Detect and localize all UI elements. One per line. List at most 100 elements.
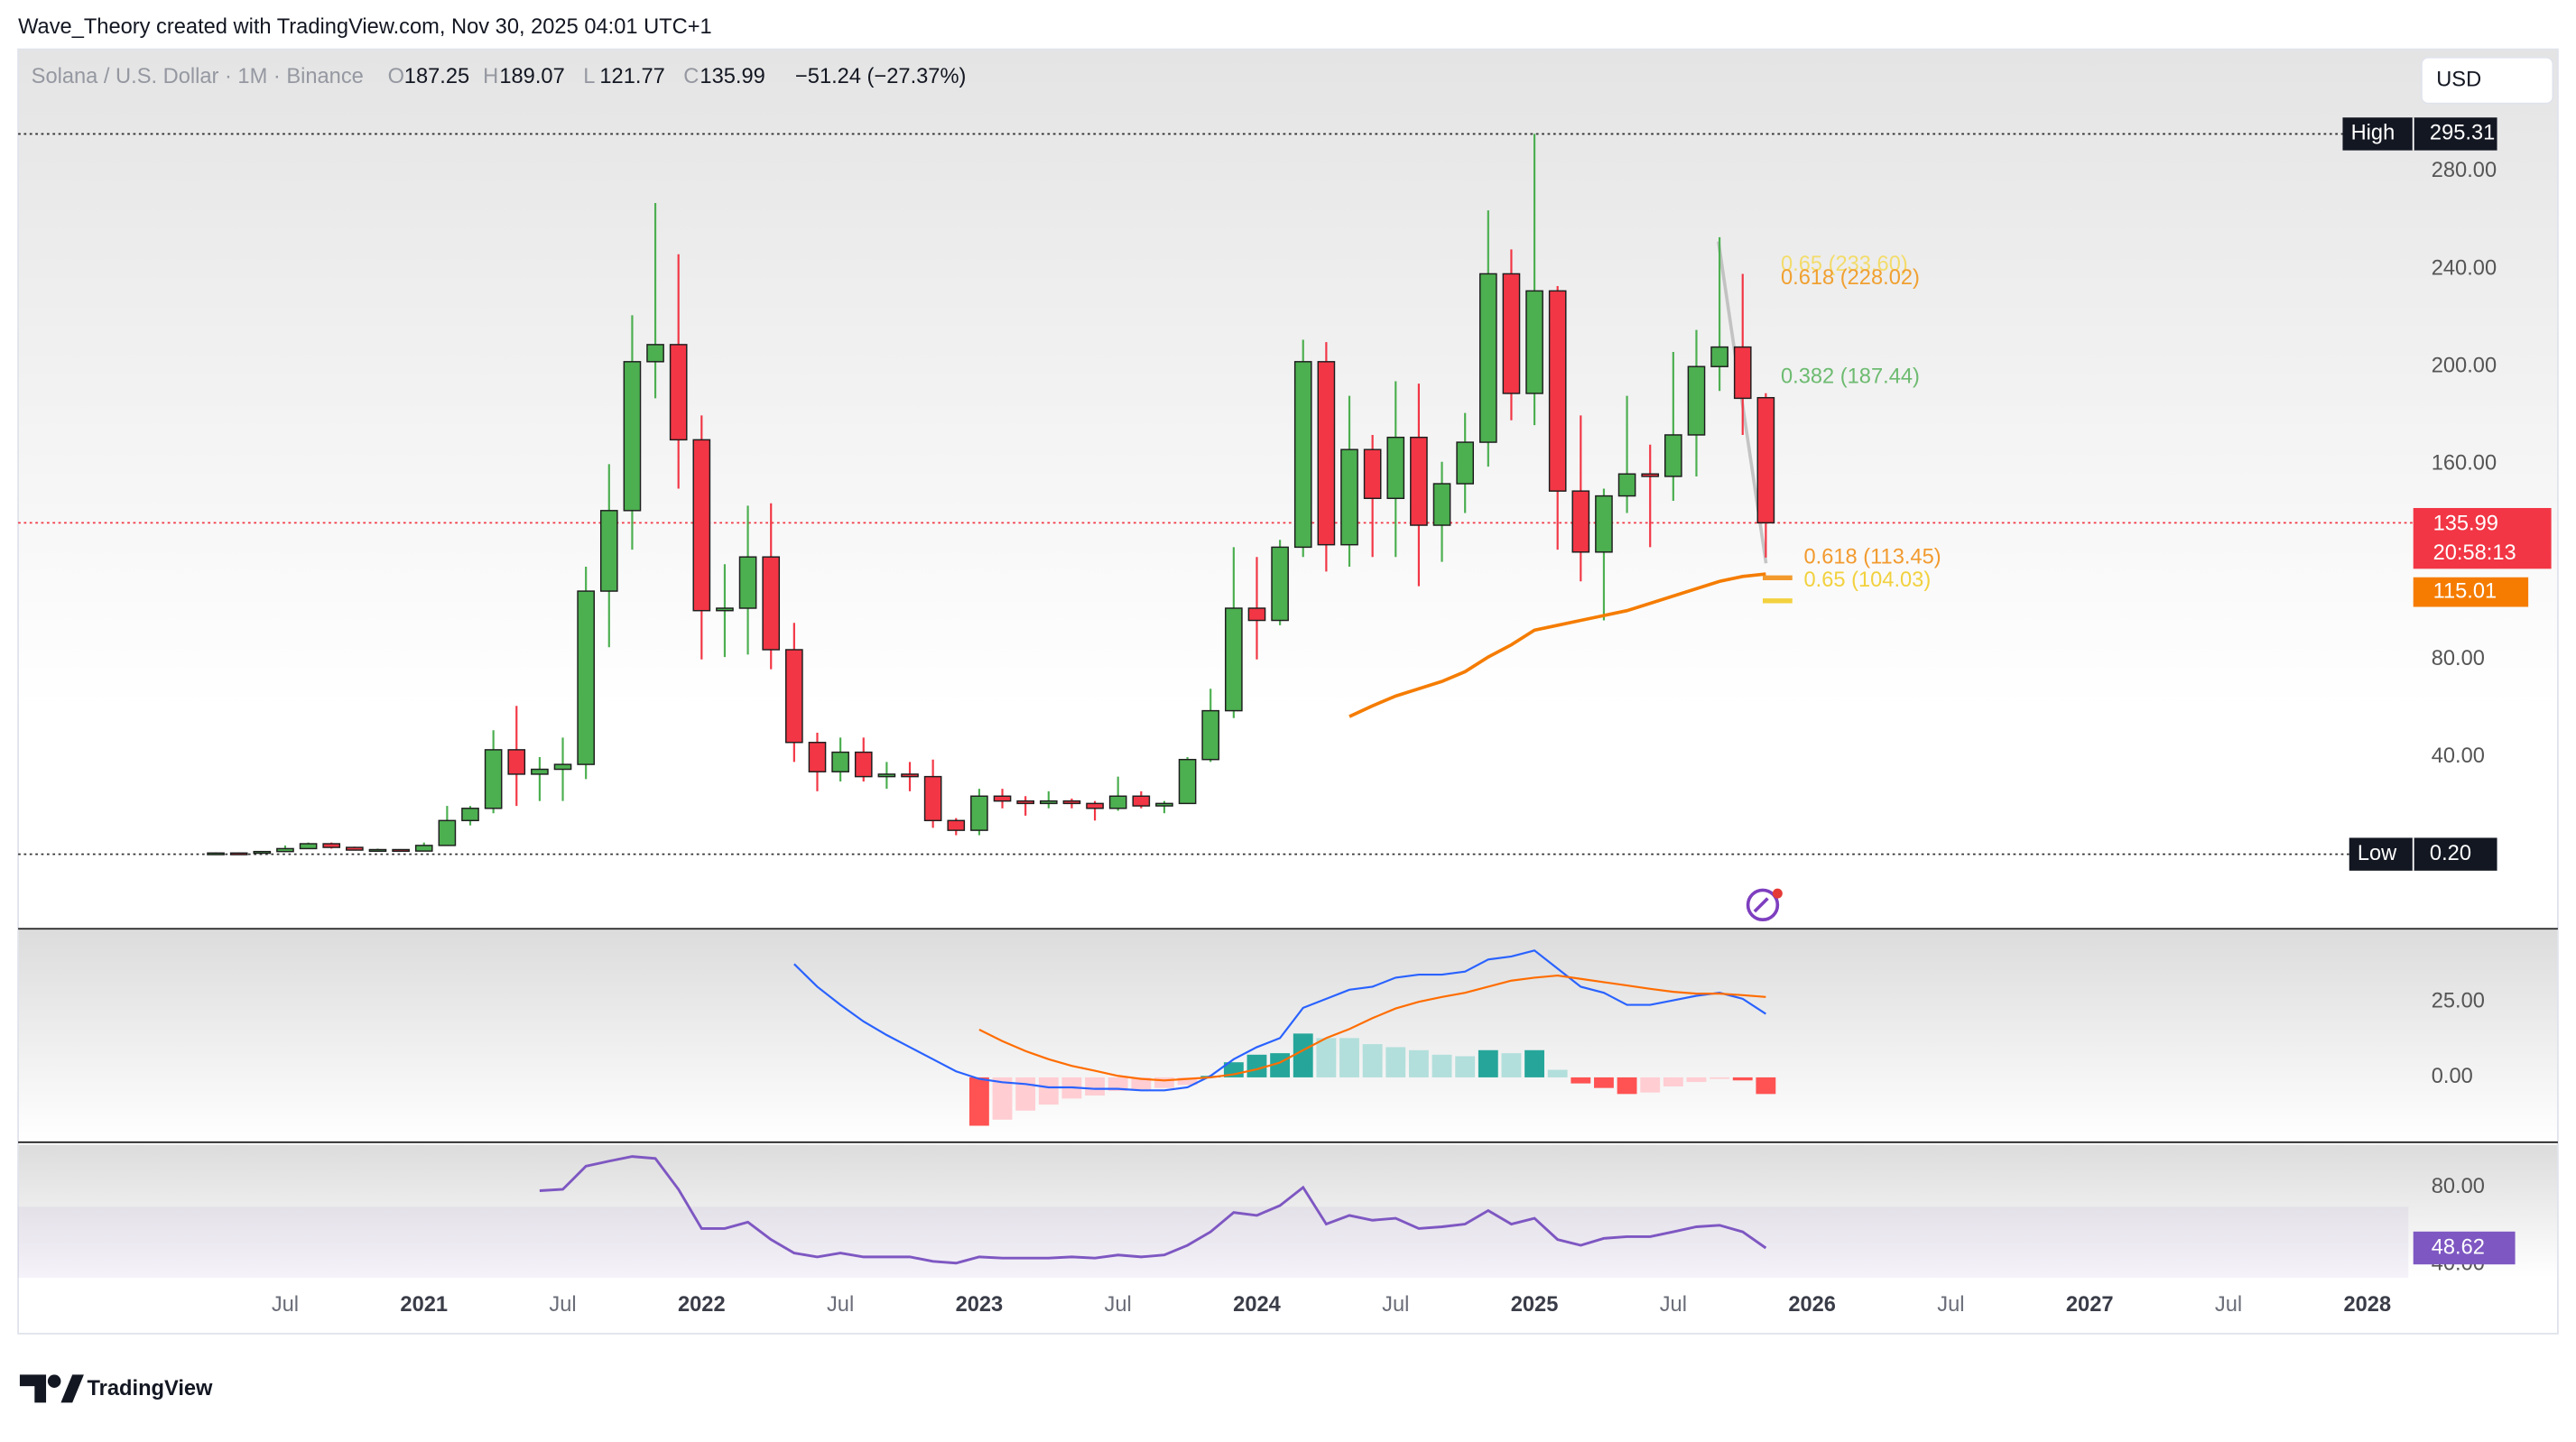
rsi-band: [18, 1206, 2409, 1278]
macd-histogram-bar: [1154, 1077, 1174, 1088]
price-tick-label: 200.00: [2432, 354, 2497, 377]
fib-label: 0.65 (104.03): [1803, 568, 1931, 592]
x-tick-label: Jul: [1382, 1293, 1409, 1317]
candle-body: [1155, 802, 1173, 807]
x-tick-label: 2025: [1511, 1293, 1559, 1317]
macd-histogram-bar: [1455, 1056, 1476, 1077]
ohlc-value: 187.25: [404, 65, 469, 88]
change: −51.24 (−27.37%): [795, 65, 966, 88]
ohlc-label: L: [583, 65, 595, 88]
candle-body: [1247, 607, 1266, 622]
low-name: Low: [2358, 842, 2397, 865]
candle-body: [1548, 290, 1567, 492]
x-tick-label: 2022: [678, 1293, 726, 1317]
candle-body: [669, 344, 688, 441]
ohlc-label: C: [683, 65, 699, 88]
candle-body: [692, 439, 711, 612]
credit: Wave_Theory created with TradingView.com…: [18, 15, 712, 39]
x-tick-label: 2021: [400, 1293, 448, 1317]
macd-histogram-bar: [1015, 1077, 1036, 1111]
high-name: High: [2351, 122, 2395, 145]
x-tick-label: Jul: [1937, 1293, 1964, 1317]
fib-label: 0.65 (233.60): [1781, 253, 1908, 276]
rsi-tick-label: 80.00: [2432, 1175, 2485, 1198]
macd-line: [793, 949, 1766, 1092]
macd-histogram-bar: [992, 1077, 1013, 1120]
candle-body: [1363, 448, 1382, 500]
macd-histogram-bar: [1177, 1077, 1198, 1086]
candle-body: [1478, 273, 1497, 443]
ohlc-value: 189.07: [499, 65, 564, 88]
candle-body: [1039, 800, 1058, 805]
price-tick-label: 160.00: [2432, 452, 2497, 476]
macd-histogram-bar: [968, 1077, 989, 1126]
x-tick-label: Jul: [827, 1293, 854, 1317]
candle-body: [229, 852, 248, 855]
candle-body: [577, 590, 595, 765]
fib-label: 0.618 (113.45): [1803, 546, 1941, 569]
candle-body: [1664, 434, 1682, 477]
fib-label: 0.618 (228.02): [1781, 266, 1920, 290]
macd-histogram-bar: [1432, 1054, 1452, 1077]
moving-average: [1348, 572, 1766, 718]
candle-body: [623, 361, 642, 512]
ohlc-value: 121.77: [599, 65, 664, 88]
price-tick-label: 80.00: [2432, 647, 2485, 670]
rsi-value: 48.62: [2432, 1235, 2485, 1259]
candle-body: [831, 751, 849, 772]
macd-tick-label: 25.00: [2432, 989, 2485, 1012]
macd-histogram-bar: [1501, 1053, 1522, 1077]
price-panel: [18, 49, 2558, 929]
macd-line: [978, 974, 1766, 1082]
candle-body: [1525, 290, 1543, 394]
macd-histogram-bar: [1385, 1047, 1406, 1077]
macd-histogram-bar: [1594, 1077, 1614, 1088]
macd-panel: [18, 929, 2558, 1142]
candle-body: [993, 795, 1012, 802]
candle-body: [438, 819, 457, 846]
candle-body: [646, 344, 664, 363]
candle-body: [1595, 495, 1613, 553]
candle-body: [1502, 273, 1521, 394]
candle-body: [599, 510, 618, 592]
candle-body: [762, 556, 781, 651]
x-tick-label: 2028: [2343, 1293, 2391, 1317]
macd-histogram-bar: [1339, 1038, 1359, 1077]
ohlc-label: H: [483, 65, 498, 88]
x-tick-label: Jul: [272, 1293, 299, 1317]
candle-body: [484, 749, 503, 809]
ma-value: 115.01: [2433, 579, 2497, 603]
macd-histogram-bar: [1663, 1077, 1683, 1086]
currency-button[interactable]: [2420, 56, 2554, 105]
macd-histogram-bar: [1408, 1049, 1429, 1077]
candle-body: [1108, 795, 1127, 809]
candle-body: [854, 751, 873, 778]
candle-body: [322, 843, 341, 848]
currency[interactable]: USD: [2436, 68, 2481, 91]
x-tick-label: Jul: [2215, 1293, 2242, 1317]
candle-body: [1617, 473, 1636, 497]
candle-body: [1016, 800, 1034, 805]
logo-text: TradingView: [88, 1377, 214, 1400]
macd-histogram-bar: [1756, 1077, 1776, 1095]
candle-body: [1201, 709, 1220, 761]
high-value: 295.31: [2430, 122, 2495, 145]
candle-body: [1410, 436, 1428, 526]
price-tick-label: 40.00: [2432, 744, 2485, 768]
macd-histogram-bar: [1362, 1044, 1383, 1077]
candle-body: [808, 742, 827, 772]
macd-histogram-bar: [1246, 1054, 1267, 1077]
candle-body: [1733, 346, 1752, 400]
candle-body: [276, 847, 294, 853]
candle-body: [1062, 800, 1081, 805]
macd-histogram-bar: [1710, 1077, 1730, 1079]
symbol-title: Solana / U.S. Dollar · 1M · Binance: [32, 65, 364, 88]
candle-body: [461, 808, 479, 822]
candle-body: [901, 773, 919, 778]
candle-body: [531, 768, 549, 775]
rsi-panel: [18, 1144, 2558, 1278]
macd-histogram-bar: [1478, 1049, 1498, 1077]
price-tick-label: 280.00: [2432, 159, 2497, 182]
